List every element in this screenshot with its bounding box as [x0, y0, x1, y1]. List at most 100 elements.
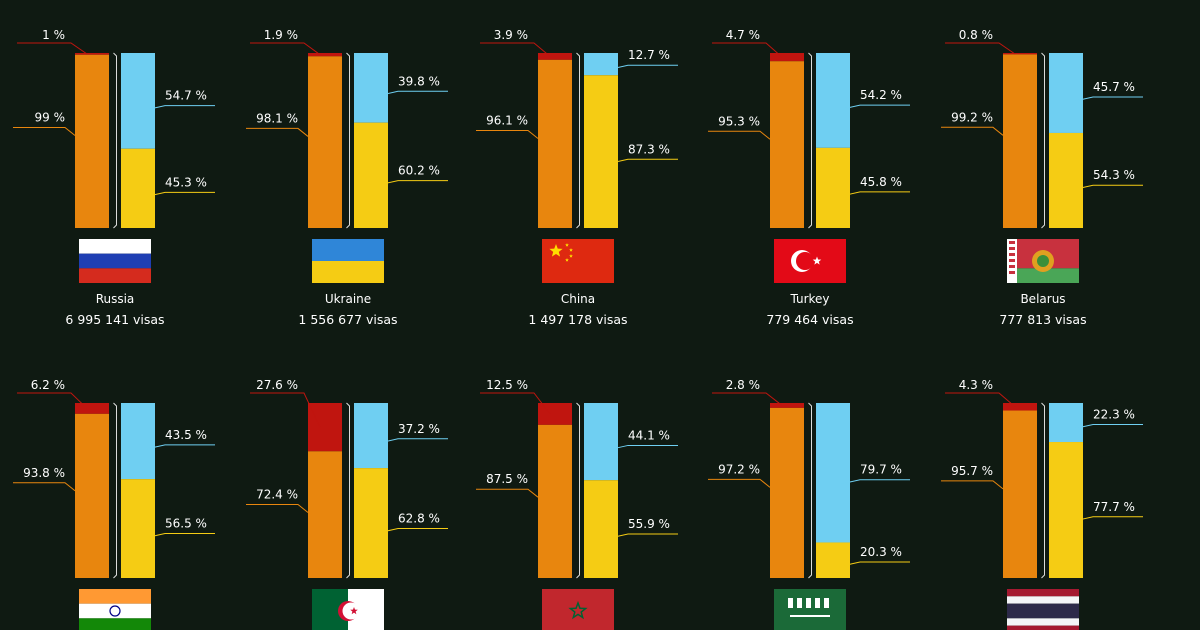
country-name: Belarus [1020, 292, 1065, 306]
morocco-flag-icon [542, 589, 614, 630]
label-yellow-segment: 45.3 % [165, 175, 207, 189]
label-yellow-segment: 87.3 % [628, 142, 670, 156]
label-refused: 0.8 % [959, 28, 993, 42]
label-refused: 4.7 % [726, 28, 760, 42]
label-refused: 3.9 % [494, 28, 528, 42]
leader-refused [17, 42, 88, 55]
bar-issued [538, 59, 572, 229]
country-group: 4.7 % 95.3 % 54.2 % 45.8 % Turkey 779 464 vis… [708, 28, 910, 327]
leader-blue-segment [1074, 96, 1143, 102]
label-yellow-segment: 60.2 % [398, 164, 440, 178]
leader-blue-segment [146, 105, 215, 111]
bar-issued [1003, 410, 1037, 578]
bar-refused [75, 53, 109, 55]
leader-issued [246, 127, 309, 137]
label-blue-segment: 54.2 % [860, 88, 902, 102]
bar-yellow-segment [816, 147, 850, 228]
bar-refused [1003, 53, 1037, 55]
label-issued: 99.2 % [951, 110, 993, 124]
country-name: Ukraine [325, 292, 371, 306]
leader-issued [13, 482, 76, 492]
bracket [576, 402, 580, 579]
country-name: China [561, 292, 595, 306]
label-blue-segment: 22.3 % [1093, 407, 1135, 421]
leader-issued [476, 129, 539, 139]
bar-yellow-segment [584, 75, 618, 228]
leader-refused [17, 392, 88, 409]
bar-issued [75, 413, 109, 578]
bracket [346, 402, 350, 579]
leader-blue-segment [379, 90, 448, 96]
bar-refused [538, 403, 572, 425]
bracket [113, 402, 117, 579]
country-group: 4.3 % 95.7 % 22.3 % 77.7 % [941, 378, 1143, 630]
leader-yellow-segment [841, 561, 910, 567]
leader-blue-segment [379, 438, 448, 444]
label-yellow-segment: 55.9 % [628, 517, 670, 531]
bracket [808, 52, 812, 229]
label-yellow-segment: 77.7 % [1093, 500, 1135, 514]
leader-refused [945, 42, 1016, 55]
label-blue-segment: 37.2 % [398, 422, 440, 436]
leader-refused [250, 392, 321, 428]
leader-issued [941, 480, 1004, 490]
bar-blue-segment [816, 403, 850, 543]
country-name: Turkey [789, 292, 829, 306]
label-issued: 97.2 % [718, 462, 760, 476]
leader-yellow-segment [609, 533, 678, 539]
label-refused: 1.9 % [264, 28, 298, 42]
leader-issued [708, 478, 771, 488]
label-blue-segment: 44.1 % [628, 428, 670, 442]
label-refused: 27.6 % [256, 378, 298, 392]
label-blue-segment: 79.7 % [860, 463, 902, 477]
bar-yellow-segment [121, 479, 155, 578]
leader-blue-segment [609, 64, 678, 70]
bar-issued [308, 451, 342, 578]
leader-blue-segment [841, 479, 910, 485]
bar-yellow-segment [354, 122, 388, 228]
bar-yellow-segment [816, 542, 850, 578]
bar-refused [770, 403, 804, 408]
bar-blue-segment [121, 403, 155, 480]
leader-refused [945, 392, 1016, 408]
bar-yellow-segment [584, 480, 618, 578]
bar-issued [1003, 54, 1037, 229]
bracket [808, 402, 812, 579]
country-group: 2.8 % 97.2 % 79.7 % 20.3 % [708, 378, 910, 630]
label-yellow-segment: 45.8 % [860, 175, 902, 189]
leader-yellow-segment [1074, 516, 1143, 522]
bar-issued [770, 407, 804, 578]
country-group: 12.5 % 87.5 % 44.1 % 55.9 % [476, 378, 678, 630]
country-group: 1.9 % 98.1 % 39.8 % 60.2 % Ukraine 1 556 677 … [246, 28, 448, 327]
label-issued: 87.5 % [486, 472, 528, 486]
bar-blue-segment [584, 403, 618, 481]
leader-yellow-segment [146, 191, 215, 197]
bar-blue-segment [1049, 53, 1083, 133]
saudi-arabia-flag-icon [774, 589, 846, 630]
leader-yellow-segment [841, 191, 910, 197]
label-issued: 93.8 % [23, 466, 65, 480]
leader-refused [480, 42, 551, 57]
label-refused: 12.5 % [486, 378, 528, 392]
label-issued: 72.4 % [256, 488, 298, 502]
leader-refused [250, 42, 321, 56]
label-issued: 95.7 % [951, 464, 993, 478]
leader-refused [480, 392, 551, 415]
label-blue-segment: 45.7 % [1093, 80, 1135, 94]
leader-issued [708, 130, 771, 140]
leader-issued [476, 488, 539, 498]
bracket [113, 52, 117, 229]
leader-issued [941, 126, 1004, 136]
label-yellow-segment: 20.3 % [860, 545, 902, 559]
bar-blue-segment [584, 53, 618, 76]
country-group: 0.8 % 99.2 % 45.7 % 54.3 % Belarus 777 813 vi… [941, 28, 1143, 327]
bar-issued [770, 61, 804, 228]
bar-blue-segment [121, 53, 155, 149]
bar-refused [308, 53, 342, 57]
bar-refused [538, 53, 572, 60]
leader-blue-segment [841, 104, 910, 110]
belarus-flag-icon [1007, 239, 1079, 283]
bar-refused [770, 53, 804, 62]
visa-count: 779 464 visas [766, 312, 853, 327]
leader-yellow-segment [609, 158, 678, 164]
